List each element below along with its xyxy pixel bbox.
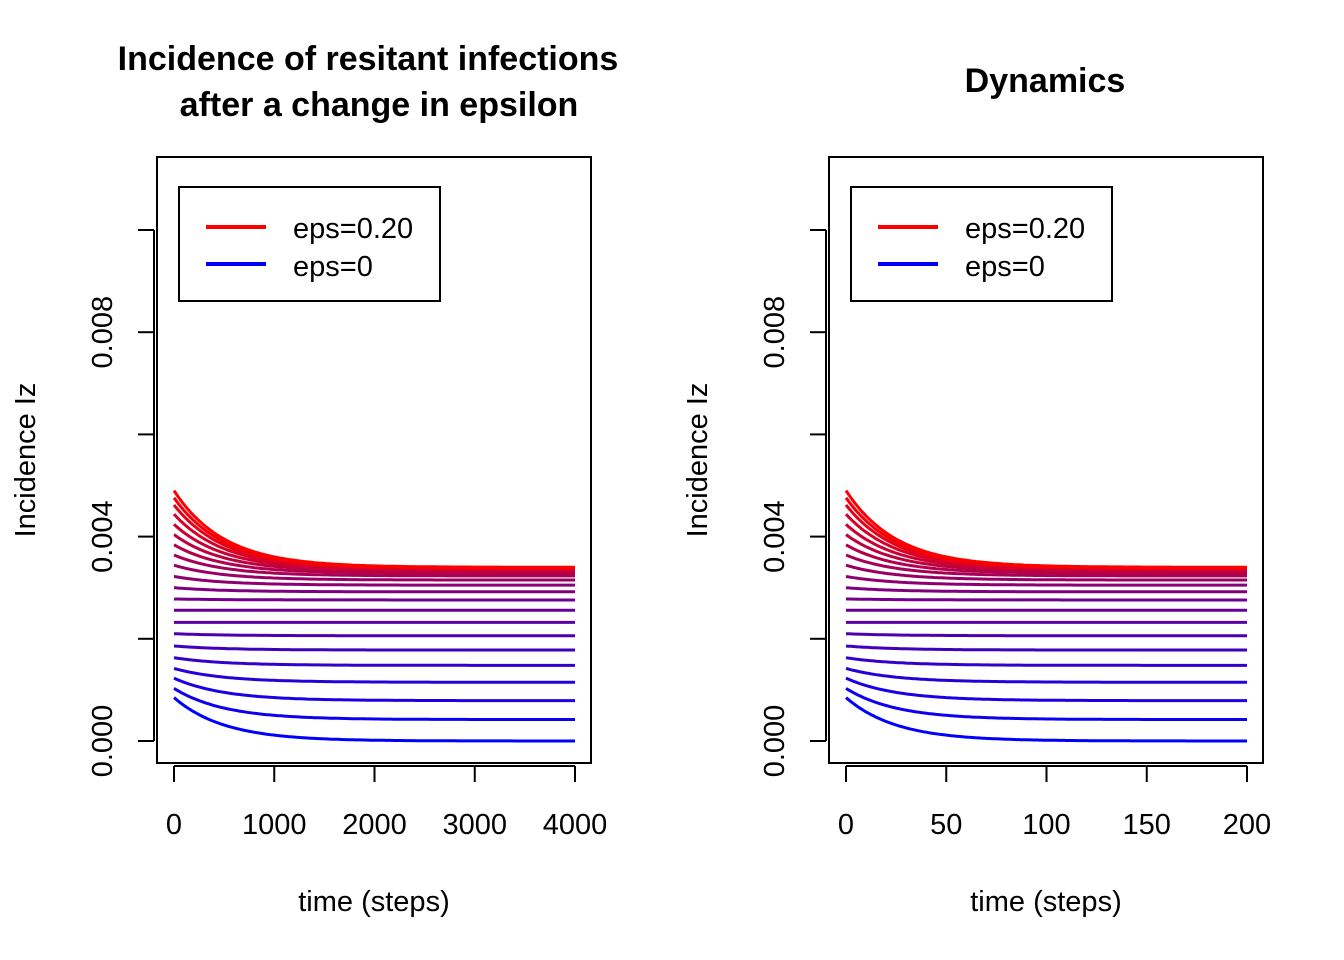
series-line-9 xyxy=(173,597,575,602)
series-line-5 xyxy=(174,644,575,652)
x-tick-label-0: 0 xyxy=(166,809,182,841)
series-line-14 xyxy=(173,543,575,575)
x-tick-label-3: 3000 xyxy=(442,809,507,841)
legend: eps=0.20 eps=0 xyxy=(178,186,441,302)
series-line-14 xyxy=(845,543,1247,575)
series-line-3 xyxy=(845,666,1247,684)
chart-title-line-1: Incidence of resitant infections xyxy=(118,40,619,78)
series-line-1 xyxy=(173,687,575,721)
series-line-4 xyxy=(845,656,1247,667)
x-tick-label-1: 1000 xyxy=(242,809,307,841)
series-lines xyxy=(172,489,575,743)
plot-frame xyxy=(156,156,592,764)
legend-box xyxy=(850,186,1113,302)
chart-title: Dynamics xyxy=(965,62,1126,100)
series-line-5 xyxy=(845,644,1247,652)
y-tick-label-2: 0.004 xyxy=(87,500,119,573)
x-tick-label-4: 4000 xyxy=(543,809,608,841)
series-line-20 xyxy=(172,489,575,569)
x-axis-label: time (steps) xyxy=(970,886,1121,918)
legend: eps=0.20 eps=0 xyxy=(850,186,1113,302)
series-line-13 xyxy=(173,553,575,578)
series-line-0 xyxy=(173,696,575,743)
x-tick-label-2: 100 xyxy=(1022,809,1070,841)
series-line-11 xyxy=(174,575,575,587)
axes: 0 1000 2000 3000 4000 0.000 0.004 0.008 xyxy=(87,156,608,841)
y-tick-label-2: 0.004 xyxy=(759,500,791,573)
series-line-9 xyxy=(845,597,1247,602)
axes: 0 50 100 150 200 0.000 0.004 0.008 xyxy=(759,156,1271,841)
series-line-13 xyxy=(845,553,1247,578)
series-line-3 xyxy=(173,666,575,684)
series-line-2 xyxy=(845,676,1247,703)
x-tick-label-3: 150 xyxy=(1123,809,1171,841)
legend-label-high: eps=0.20 xyxy=(965,213,1085,245)
series-lines xyxy=(844,489,1247,743)
y-axis-label: Incidence Iz xyxy=(682,383,714,538)
x-tick-label-0: 0 xyxy=(838,809,854,841)
series-line-6 xyxy=(845,632,1247,638)
chart-panel-left: Incidence of resitant infections after a… xyxy=(10,40,618,918)
series-line-11 xyxy=(845,575,1247,587)
series-line-12 xyxy=(173,563,575,582)
series-line-0 xyxy=(845,696,1247,743)
x-tick-label-2: 2000 xyxy=(342,809,407,841)
y-tick-label-4: 0.008 xyxy=(759,296,791,369)
y-tick-label-4: 0.008 xyxy=(87,296,119,369)
legend-label-low: eps=0 xyxy=(293,251,373,283)
series-line-6 xyxy=(174,632,575,638)
y-tick-label-0: 0.000 xyxy=(759,705,791,778)
x-axis-label: time (steps) xyxy=(298,886,449,918)
chart-panel-right: Dynamics 0 50 100 150 200 0.000 0.004 0.008 eps… xyxy=(682,62,1271,918)
series-line-1 xyxy=(845,687,1247,721)
legend-box xyxy=(178,186,441,302)
series-line-10 xyxy=(845,586,1247,594)
series-line-4 xyxy=(173,656,575,667)
series-line-15 xyxy=(173,533,575,573)
x-tick-label-1: 50 xyxy=(930,809,962,841)
legend-label-low: eps=0 xyxy=(965,251,1045,283)
x-tick-label-4: 200 xyxy=(1223,809,1271,841)
series-line-10 xyxy=(174,586,575,594)
series-line-2 xyxy=(173,676,575,703)
legend-label-high: eps=0.20 xyxy=(293,213,413,245)
series-line-12 xyxy=(845,563,1247,582)
series-line-20 xyxy=(844,489,1247,569)
chart-title-line-2: after a change in epsilon xyxy=(180,86,579,124)
y-axis-label: Incidence Iz xyxy=(10,383,42,538)
y-tick-label-0: 0.000 xyxy=(87,705,119,778)
plot-frame xyxy=(828,156,1264,764)
